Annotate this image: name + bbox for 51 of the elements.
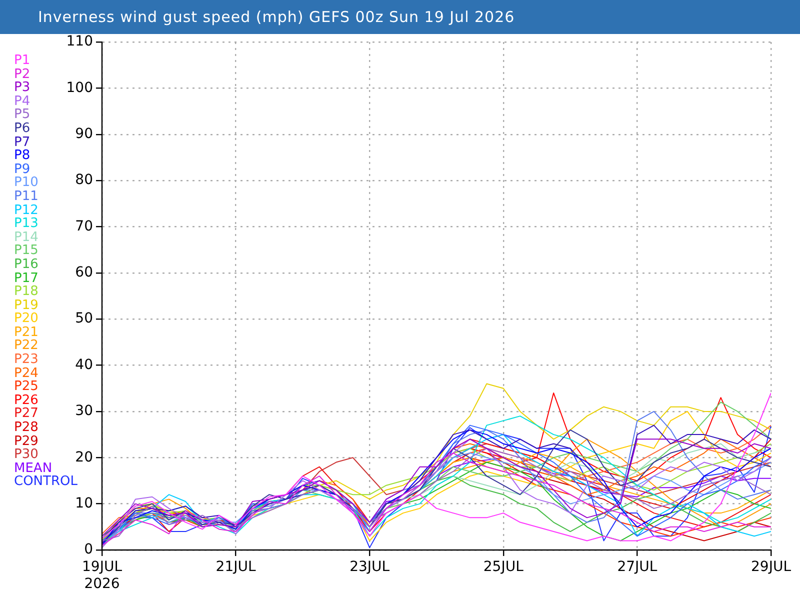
text: P14	[14, 230, 38, 245]
text: P29	[14, 434, 40, 449]
text: P20	[14, 311, 38, 326]
text: P26	[14, 392, 38, 408]
text: P19	[14, 298, 40, 313]
text: P7	[14, 134, 30, 150]
text: P11	[14, 188, 40, 204]
x-tick-label: 27JUL	[617, 559, 658, 576]
text: P16	[14, 256, 38, 272]
text: CONTROL	[14, 474, 78, 490]
text: P13	[14, 216, 38, 232]
text: P28	[14, 420, 40, 436]
x-tick-label: 23JUL	[350, 559, 390, 576]
y-tick-label: 60	[75, 264, 93, 281]
x-tick-label: 29JUL	[751, 559, 792, 576]
text: P21	[14, 324, 40, 340]
y-tick-label: 10	[75, 495, 93, 512]
y-tick-label: 110	[66, 34, 93, 50]
y-tick-label: 0	[84, 542, 93, 558]
text: P15	[14, 243, 40, 258]
text: P6	[14, 120, 30, 136]
text: P8	[14, 148, 32, 164]
y-tick-label: 100	[66, 80, 93, 96]
text: P17	[14, 270, 38, 286]
text: P1	[14, 53, 32, 68]
y-tick-label: 40	[75, 356, 93, 373]
text: P5	[14, 107, 32, 122]
text: MEAN	[14, 460, 52, 476]
text: P10	[14, 175, 38, 190]
x-tick-label: 25JUL	[483, 559, 524, 576]
x-tick-label: 21JUL	[216, 559, 256, 576]
text: P4	[14, 94, 32, 109]
text: P9	[14, 162, 30, 177]
y-tick-label: 70	[75, 218, 93, 234]
text: P12	[14, 202, 40, 218]
text: P23	[14, 352, 38, 368]
y-tick-label: 30	[75, 403, 93, 420]
x-tick-label: 19JUL 2026	[82, 559, 122, 592]
text: P22	[14, 338, 40, 354]
chart-title: Inverness wind gust speed (mph) GEFS 00z Sun 19 Jul 2026	[0, 0, 800, 34]
text: P27	[14, 406, 38, 422]
y-tick-label: 80	[75, 172, 93, 188]
text: P30	[14, 447, 38, 462]
y-tick-label: 20	[75, 449, 93, 466]
text: P2	[14, 66, 32, 82]
text: P24	[14, 366, 38, 381]
y-tick-label: 50	[75, 310, 93, 327]
text: P18	[14, 284, 40, 300]
text: P3	[14, 80, 30, 96]
text: P25	[14, 379, 40, 394]
y-tick-label: 90	[75, 126, 93, 142]
